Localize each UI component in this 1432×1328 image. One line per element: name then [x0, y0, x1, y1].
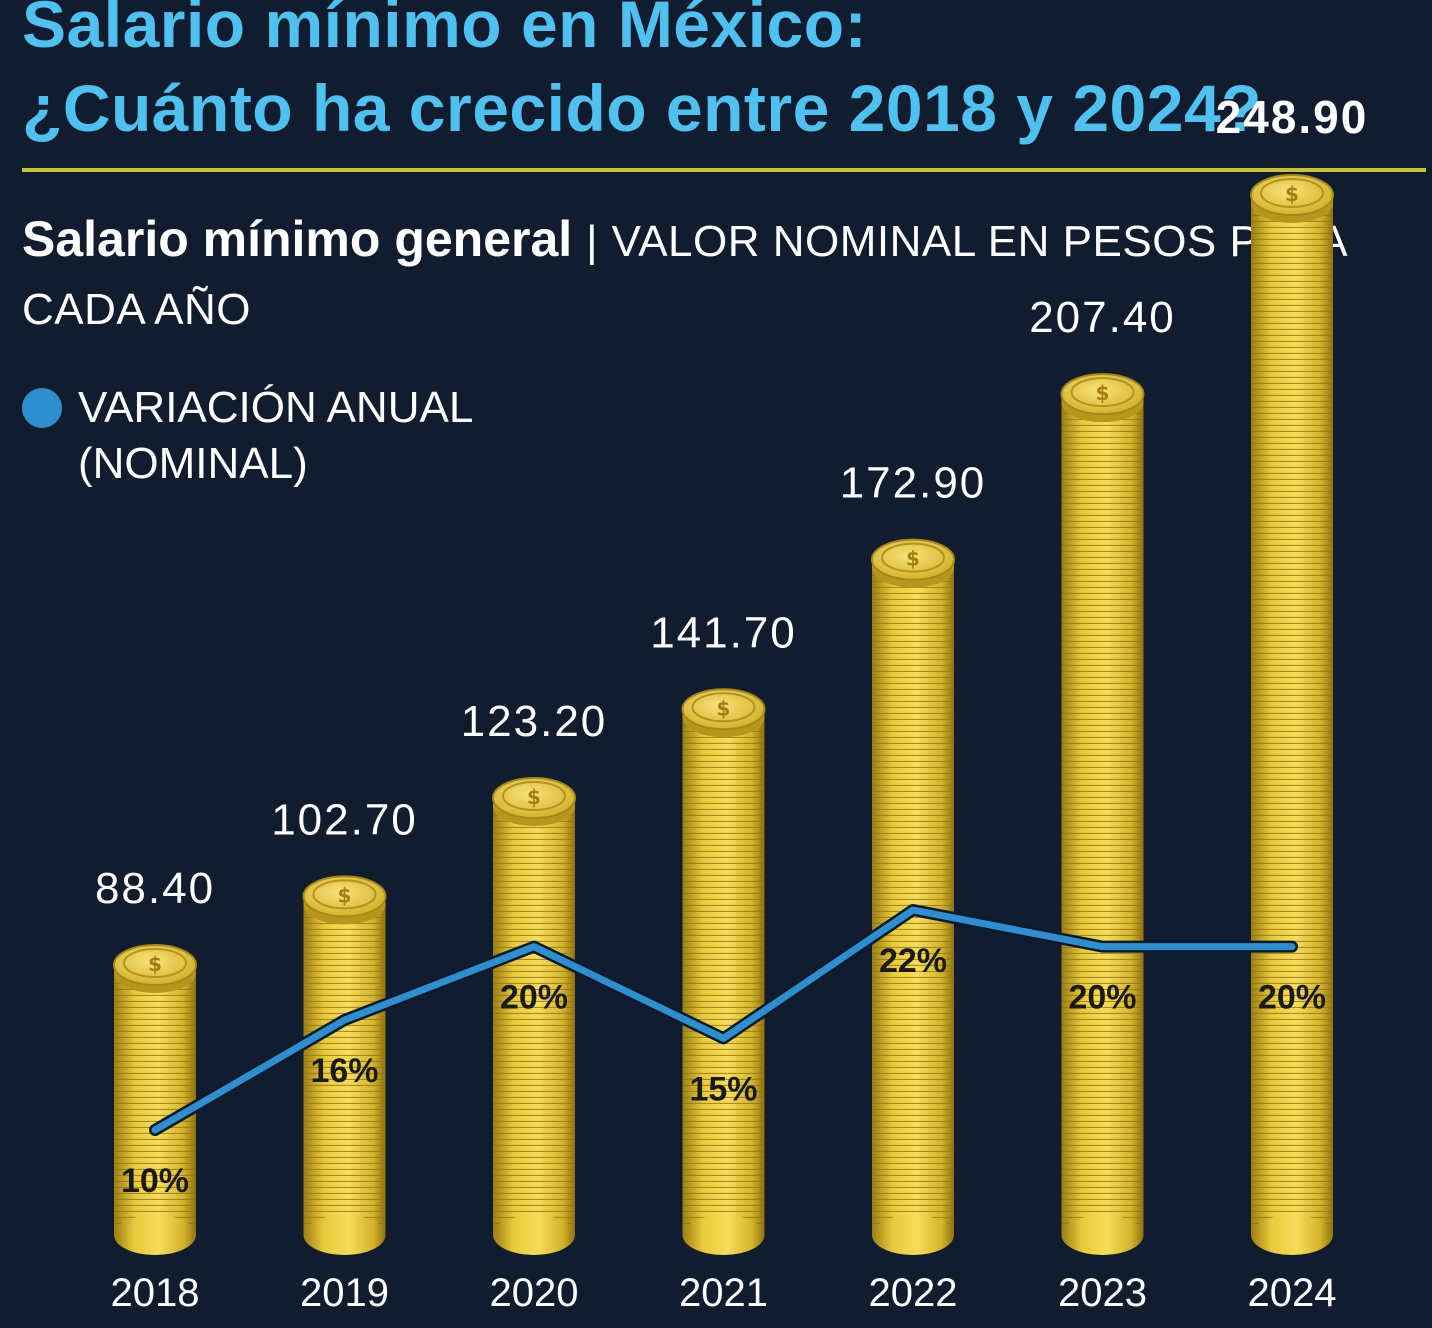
- coin-stack-bar: $: [1060, 373, 1145, 1255]
- year-tick-label: 2024: [1248, 1271, 1337, 1315]
- coin-stack-bar: $: [1250, 174, 1334, 1255]
- value-label: 88.40: [95, 864, 215, 913]
- subtitle-rest: VALOR NOMINAL EN PESOS PARA CADA AÑO: [22, 217, 1346, 334]
- legend: VARIACIÓN ANUAL (NOMINAL): [22, 380, 538, 492]
- coin-stack-bar: $: [871, 538, 955, 1255]
- variation-line: [151, 906, 1296, 1134]
- legend-dot-icon: [22, 388, 62, 428]
- dollar-icon: $: [717, 696, 731, 720]
- value-label: 207.40: [1029, 293, 1176, 342]
- dollar-icon: $: [148, 952, 162, 976]
- percent-label: 16%: [310, 1052, 378, 1090]
- percent-label: 20%: [1068, 979, 1136, 1017]
- percent-label: 22%: [879, 942, 947, 980]
- dollar-icon: $: [338, 883, 352, 907]
- value-label: 102.70: [271, 795, 418, 844]
- percent-label: 20%: [1258, 979, 1326, 1017]
- year-tick-label: 2019: [300, 1271, 389, 1315]
- coin-stack-bar: $: [302, 875, 387, 1255]
- percent-label: 10%: [121, 1162, 189, 1200]
- title-line-2: ¿Cuánto ha crecido entre 2018 y 2024?: [22, 71, 1262, 145]
- chart-subtitle: Salario mínimo general | VALOR NOMINAL EN …: [22, 205, 1402, 344]
- dollar-icon: $: [527, 785, 541, 809]
- value-label: 248.90: [1216, 91, 1369, 143]
- percent-label: 15%: [689, 1070, 757, 1108]
- coin-stack-bar: $: [113, 944, 197, 1255]
- year-tick-label: 2020: [490, 1271, 579, 1315]
- legend-label: VARIACIÓN ANUAL (NOMINAL): [78, 383, 472, 488]
- subtitle-separator: |: [586, 217, 598, 266]
- value-label: 123.20: [461, 697, 608, 746]
- dollar-icon: $: [906, 547, 920, 571]
- chart-title: Salario mínimo en México: ¿Cuánto ha cre…: [22, 0, 1262, 150]
- dollar-icon: $: [1285, 182, 1299, 206]
- subtitle-bold: Salario mínimo general: [22, 211, 573, 267]
- divider: [22, 168, 1426, 172]
- value-label: 141.70: [650, 608, 797, 657]
- title-line-1: Salario mínimo en México:: [22, 0, 868, 61]
- value-label: 172.90: [840, 459, 987, 508]
- coin-stack-bar: $: [681, 688, 766, 1255]
- percent-label: 20%: [500, 979, 568, 1017]
- dollar-icon: $: [1096, 381, 1110, 405]
- year-tick-label: 2022: [869, 1271, 958, 1315]
- year-tick-label: 2023: [1058, 1271, 1147, 1315]
- coin-stack-bar: $: [492, 777, 576, 1255]
- year-tick-label: 2018: [111, 1271, 200, 1315]
- year-tick-label: 2021: [679, 1271, 768, 1315]
